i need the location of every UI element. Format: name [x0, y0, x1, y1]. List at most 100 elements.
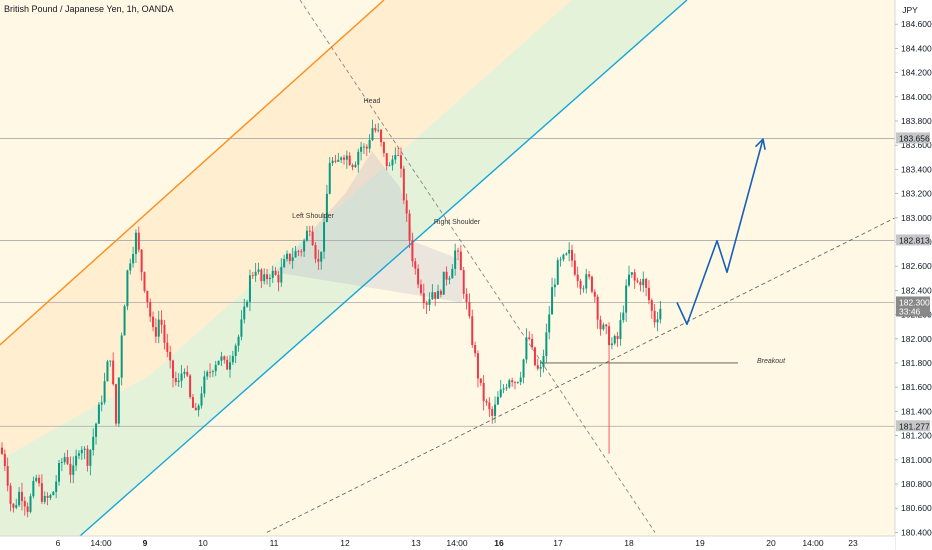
candle-body [360, 146, 363, 152]
candle-body [266, 274, 269, 280]
candle-body [559, 259, 562, 261]
chart-title: British Pound / Japanese Yen, 1h, OANDA [4, 4, 174, 14]
candle-body [160, 319, 163, 325]
candle-body [186, 371, 189, 376]
candle-body [514, 382, 516, 383]
time-tick-label: 9 [143, 538, 148, 548]
candle [132, 246, 135, 268]
candle-body [146, 290, 149, 303]
candle [585, 268, 588, 294]
candle-body [496, 396, 499, 405]
candle [645, 277, 648, 297]
candle [46, 492, 49, 506]
price-tick-label: 182.600 [901, 261, 932, 271]
time-tick-label: 20 [766, 538, 776, 548]
candle-body [106, 361, 109, 382]
candle-body [209, 371, 212, 373]
candle-body [562, 254, 565, 260]
price-label-box [896, 234, 930, 246]
candle [206, 370, 209, 380]
candle-body [371, 128, 374, 141]
candle-body [20, 491, 23, 501]
candle-body [220, 356, 223, 361]
candle [562, 253, 565, 262]
time-tick-label: 19 [695, 538, 705, 548]
candle-body [408, 213, 411, 241]
candle-body [314, 245, 317, 259]
candle-body [542, 356, 545, 367]
candle [565, 252, 568, 256]
candle-body [180, 373, 183, 381]
price-tick-label: 183.000 [901, 213, 932, 223]
candle-body [75, 455, 78, 466]
candle [647, 280, 650, 305]
candle [630, 272, 633, 279]
candle [334, 154, 337, 164]
candle-body [465, 293, 468, 303]
candle [291, 247, 294, 269]
candle [474, 341, 477, 357]
candle [223, 355, 226, 364]
candle-body [280, 267, 283, 283]
price-axis: JPY 184.600 184.400 184.200 184.000 183.800 18… [894, 0, 932, 550]
candle-body [348, 155, 351, 165]
candle [439, 289, 442, 298]
candle-body [645, 279, 648, 288]
candle [246, 299, 249, 308]
time-tick-label: 16 [494, 538, 504, 548]
candle [659, 300, 662, 324]
candle [599, 315, 602, 336]
candle [257, 262, 260, 275]
time-axis: 6 14:00 9 10 11 12 13 14:00 16 17 18 19 20 14:00 23 [0, 535, 895, 550]
candle-body [628, 274, 630, 286]
candle [63, 452, 66, 465]
candle [491, 406, 494, 424]
candle-body [445, 271, 448, 280]
candle [622, 305, 625, 323]
candle-body [97, 404, 100, 424]
candle-body [451, 268, 454, 279]
candle-body [434, 292, 437, 299]
candle [169, 345, 172, 369]
candle [12, 503, 15, 513]
candle [488, 397, 491, 418]
candle-body [229, 362, 231, 370]
candle [120, 332, 123, 386]
candle [166, 333, 169, 358]
candle [656, 311, 659, 332]
candle [571, 244, 573, 268]
candle-body [129, 263, 132, 271]
candle-body [9, 485, 12, 504]
candle [134, 229, 137, 264]
candle [391, 155, 394, 171]
candle [86, 445, 89, 472]
candle [616, 331, 619, 347]
candle-body [58, 462, 60, 482]
candle [400, 147, 402, 178]
annotation-label: Breakout [757, 358, 786, 365]
candle-body [243, 306, 246, 320]
candle [605, 323, 608, 335]
candle [337, 152, 340, 162]
candle [494, 396, 497, 424]
candle-body [134, 232, 137, 255]
candle [254, 262, 257, 282]
candle-body [49, 495, 52, 498]
candle-body [163, 324, 166, 343]
candle [462, 266, 465, 299]
candle-body [183, 371, 186, 374]
candle-body [573, 260, 576, 275]
candle [408, 209, 411, 249]
candle [248, 269, 251, 312]
candle [189, 373, 192, 399]
candle [457, 247, 459, 261]
candle-body [177, 380, 180, 383]
candle [240, 310, 243, 341]
candle-body [95, 423, 98, 437]
candle-body [442, 271, 445, 295]
candle [15, 498, 18, 510]
channel-fill-orange-zone [0, 0, 572, 460]
candle-body [246, 301, 249, 307]
candle [49, 493, 52, 501]
